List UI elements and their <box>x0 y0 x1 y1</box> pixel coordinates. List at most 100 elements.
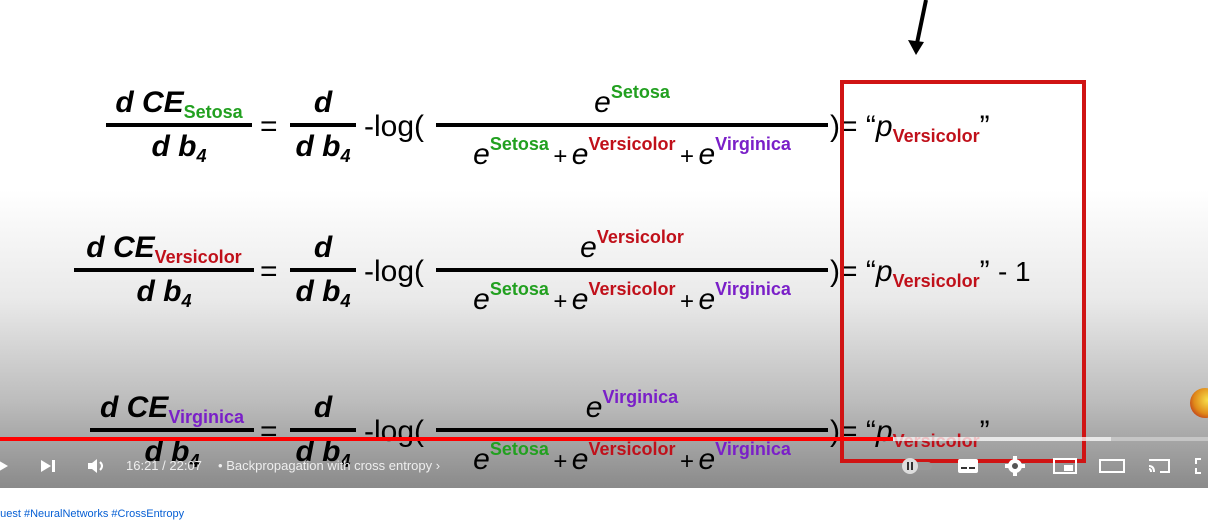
derivative-operator: d d b4 <box>290 80 356 170</box>
softmax-numerator: eVersicolor <box>436 231 828 265</box>
subtitles-button[interactable] <box>956 452 980 480</box>
play-button[interactable] <box>0 452 12 480</box>
fraction-bar <box>436 268 828 272</box>
lhs-denominator: d b4 <box>74 275 254 309</box>
fraction-bar <box>90 428 254 432</box>
math-text: d <box>314 231 332 264</box>
settings-button[interactable] <box>1004 452 1026 480</box>
settings-icon <box>1004 455 1026 477</box>
negative-log: -log( <box>364 415 424 449</box>
math-text: 4 <box>340 291 350 311</box>
fullscreen-icon <box>1194 456 1208 476</box>
math-text: Virginica <box>602 387 678 407</box>
math-text: ) <box>830 255 840 288</box>
volume-icon <box>86 456 108 476</box>
math-text: + <box>680 143 694 170</box>
math-text: Setosa <box>490 279 549 299</box>
softmax-denominator: eSetosa + eVersicolor + eVirginica <box>436 283 828 317</box>
operator-numerator: d <box>290 86 356 120</box>
theater-mode-button[interactable] <box>1098 452 1126 480</box>
math-text: ) <box>830 415 840 448</box>
player-controls: 16:21 / 22:07 • Backpropagation with cro… <box>0 448 1208 484</box>
autoplay-toggle-icon <box>900 456 934 476</box>
math-text: e <box>473 283 490 316</box>
math-text: 4 <box>181 291 191 311</box>
pointer-arrow <box>900 0 940 60</box>
hashtags-link[interactable]: quest #NeuralNetworks #CrossEntropy <box>0 508 184 520</box>
autoplay-toggle[interactable] <box>900 452 934 480</box>
math-text: d b <box>136 275 181 308</box>
fraction-bar <box>290 123 356 127</box>
equals-sign: = <box>260 255 278 289</box>
math-text: + <box>553 143 567 170</box>
fullscreen-button[interactable] <box>1194 452 1208 480</box>
progress-played <box>0 437 893 441</box>
video-frame[interactable]: d CESetosa d b4 = d d b4 -log(eSetosa eSetosa … <box>0 0 1208 488</box>
math-text: e <box>572 138 589 171</box>
math-text: + <box>680 288 694 315</box>
math-text: Versicolor <box>588 279 675 299</box>
math-text: Versicolor <box>588 134 675 154</box>
softmax-numerator: eVirginica <box>436 391 828 425</box>
math-text: Versicolor <box>155 247 242 267</box>
operator-denominator: d b4 <box>290 275 356 309</box>
math-text: Versicolor <box>597 227 684 247</box>
chevron-right-icon: › <box>436 458 440 473</box>
softmax-numerator: eSetosa <box>436 86 828 120</box>
negative-log: -log( <box>364 110 424 144</box>
math-text: d b <box>295 275 340 308</box>
fraction-bar <box>290 268 356 272</box>
operator-denominator: d b4 <box>290 130 356 164</box>
time-display: 16:21 / 22:07 <box>126 458 202 473</box>
fraction-bar <box>290 428 356 432</box>
next-icon <box>38 456 58 476</box>
equals-sign: = <box>260 110 278 144</box>
math-text: d b <box>151 130 196 163</box>
negative-log: -log( <box>364 255 424 289</box>
volume-button[interactable] <box>86 452 108 480</box>
next-button[interactable] <box>38 452 58 480</box>
miniplayer-button[interactable] <box>1052 452 1078 480</box>
math-text: d <box>314 391 332 424</box>
math-text: Virginica <box>715 279 791 299</box>
equals-sign: = <box>260 415 278 449</box>
math-text: + <box>553 288 567 315</box>
video-description-area: quest #NeuralNetworks #CrossEntropy <box>0 488 1208 519</box>
chapter-title: Backpropagation with cross entropy <box>226 458 432 473</box>
softmax-denominator: eSetosa + eVersicolor + eVirginica <box>436 138 828 172</box>
math-text: Setosa <box>490 134 549 154</box>
fraction-bar <box>106 123 252 127</box>
theater-mode-icon <box>1098 456 1126 476</box>
math-text: e <box>572 283 589 316</box>
derivative-operator: d d b4 <box>290 225 356 315</box>
math-text: e <box>698 283 715 316</box>
math-text: 4 <box>340 146 350 166</box>
cast-button[interactable] <box>1146 452 1172 480</box>
math-text: Setosa <box>611 82 670 102</box>
operator-numerator: d <box>290 231 356 265</box>
math-text: e <box>473 138 490 171</box>
math-text: Virginica <box>715 134 791 154</box>
cast-icon <box>1146 456 1172 476</box>
math-text: ) <box>830 110 840 143</box>
softmax-fraction: eSetosa eSetosa + eVersicolor + eVirginic… <box>436 80 828 176</box>
fraction-bar <box>74 268 254 272</box>
chapter-title-button[interactable]: • Backpropagation with cross entropy › <box>218 458 440 473</box>
math-text: d CE <box>86 231 154 264</box>
fraction-bar <box>436 428 828 432</box>
operator-numerator: d <box>290 391 356 425</box>
math-text: e <box>698 138 715 171</box>
progress-bar[interactable] <box>0 437 1208 441</box>
separator-dot: • <box>218 458 223 473</box>
play-icon <box>0 456 12 476</box>
lhs-fraction: d CESetosa d b4 <box>106 80 252 170</box>
math-text: d <box>314 86 332 119</box>
highlight-box <box>840 80 1086 463</box>
math-text: 4 <box>196 146 206 166</box>
math-text: e <box>594 86 611 119</box>
math-text: d CE <box>100 391 168 424</box>
math-text: e <box>586 391 603 424</box>
lhs-numerator: d CESetosa <box>106 86 252 120</box>
miniplayer-icon <box>1052 456 1078 476</box>
lhs-numerator: d CEVirginica <box>90 391 254 425</box>
